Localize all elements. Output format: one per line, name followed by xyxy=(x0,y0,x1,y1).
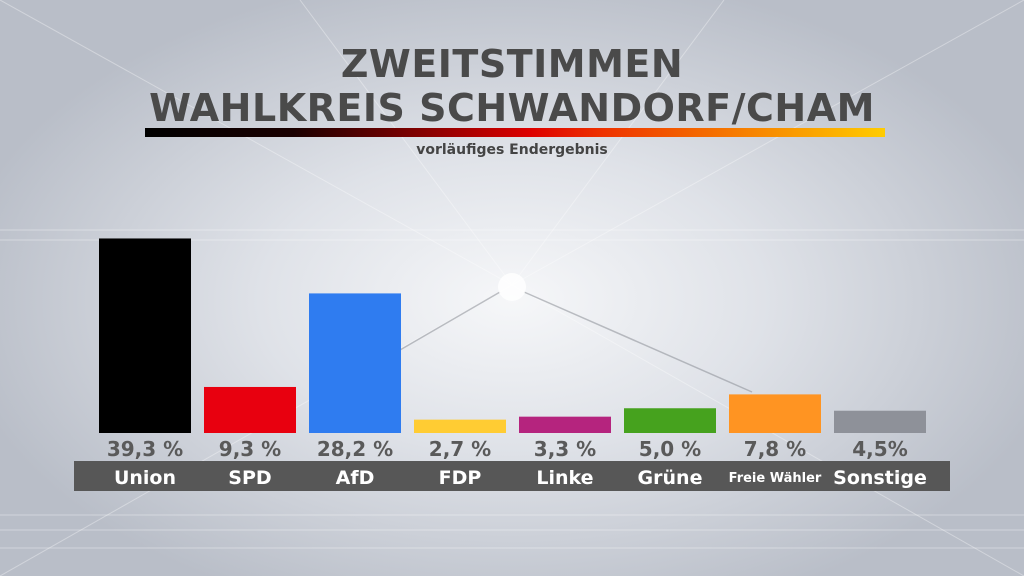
category-label-sonstige: Sonstige xyxy=(833,467,927,489)
bar-spd xyxy=(204,386,296,433)
value-label-freie-waehler: 7,8 % xyxy=(744,437,806,461)
chart-title-line2: WAHLKREIS SCHWANDORF/CHAM xyxy=(149,86,875,130)
chart-title-line1: ZWEITSTIMMEN xyxy=(340,42,684,86)
value-label-linke: 3,3 % xyxy=(534,437,596,461)
bar-union xyxy=(99,238,191,433)
bar-freie-waehler xyxy=(729,394,821,433)
bar-fdp xyxy=(414,419,506,433)
chart-subtitle: vorläufiges Endergebnis xyxy=(416,142,608,158)
category-label-union: Union xyxy=(114,467,176,489)
category-label-spd: SPD xyxy=(228,467,271,489)
bar-afd xyxy=(309,293,401,433)
bar-gruene xyxy=(624,408,716,433)
value-label-fdp: 2,7 % xyxy=(429,437,491,461)
bar-linke xyxy=(519,416,611,433)
value-label-gruene: 5,0 % xyxy=(639,437,701,461)
value-label-union: 39,3 % xyxy=(107,437,183,461)
category-label-linke: Linke xyxy=(536,467,593,489)
category-label-fdp: FDP xyxy=(439,467,482,489)
category-label-afd: AfD xyxy=(336,467,375,489)
category-label-gruene: Grüne xyxy=(638,467,703,489)
value-label-spd: 9,3 % xyxy=(219,437,281,461)
value-label-afd: 28,2 % xyxy=(317,437,393,461)
flag-gradient-underline xyxy=(145,128,885,137)
category-label-band xyxy=(74,461,950,491)
value-label-sonstige: 4,5% xyxy=(852,437,907,461)
bar-sonstige xyxy=(834,410,926,433)
category-label-freie-waehler: Freie Wähler xyxy=(729,471,822,486)
